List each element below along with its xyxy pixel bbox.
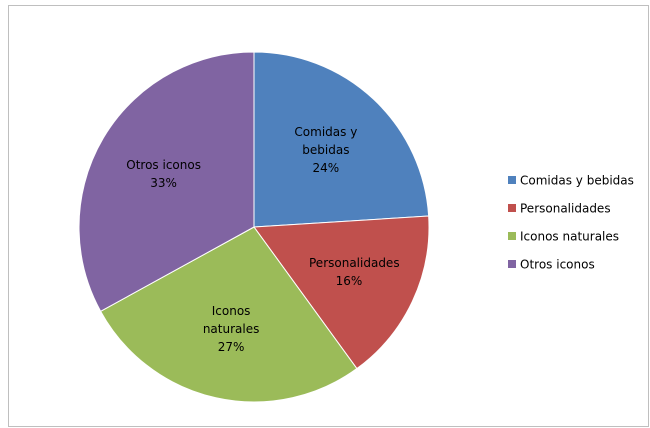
- data-label-name: Iconos naturales: [202, 304, 260, 337]
- legend-label: Otros iconos: [520, 258, 595, 272]
- legend-label: Comidas y bebidas: [520, 174, 634, 188]
- data-label-value: 27%: [217, 340, 245, 355]
- data-label: Personalidades 16%: [289, 254, 409, 290]
- pie-slice: [253, 215, 430, 370]
- pie-slice: [253, 51, 430, 228]
- legend-swatch: [508, 204, 516, 212]
- data-label-value: 16%: [335, 273, 363, 288]
- data-label: Iconos naturales 27%: [171, 302, 291, 356]
- legend-swatch: [508, 176, 516, 184]
- pie-slice: [78, 51, 255, 312]
- data-label-name: Otros iconos: [126, 157, 201, 172]
- data-label-name: Personalidades: [309, 255, 400, 270]
- data-label: Comidas y bebidas 24%: [266, 123, 386, 177]
- legend-swatch: [508, 232, 516, 240]
- pie-slice: [99, 226, 358, 403]
- legend-label: Iconos naturales: [520, 230, 619, 244]
- legend-label: Personalidades: [520, 202, 611, 216]
- data-label-value: 33%: [150, 175, 177, 190]
- data-label-name: Comidas y bebidas: [294, 125, 358, 158]
- data-label-value: 24%: [312, 161, 340, 176]
- data-label: Otros iconos 33%: [104, 156, 224, 192]
- legend-swatch: [508, 260, 516, 268]
